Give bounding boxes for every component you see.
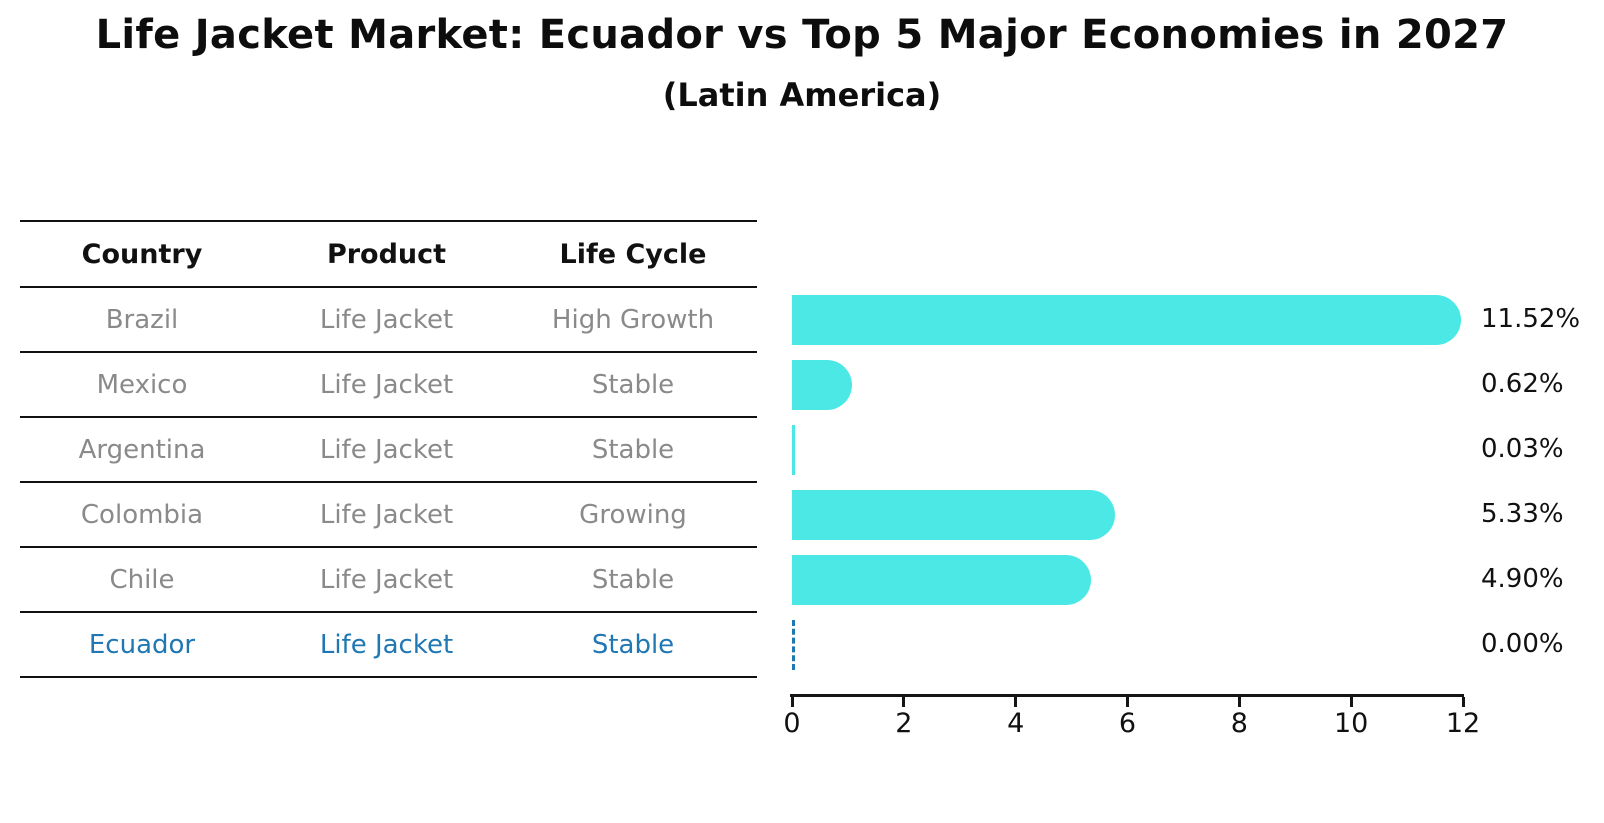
x-axis-tick-label: 8 [1230, 708, 1248, 739]
bar-row [792, 548, 1492, 613]
bar-argentina [792, 425, 795, 475]
bar-mexico [792, 360, 852, 410]
bar-chile [792, 555, 1091, 605]
x-axis-tick-label: 0 [783, 708, 801, 739]
cell-country: Argentina [78, 434, 206, 465]
x-axis-tick [902, 697, 906, 707]
cell-life-cycle: Stable [591, 434, 675, 465]
cell-country: Brazil [105, 304, 179, 335]
cell-life-cycle: Stable [591, 629, 675, 660]
cell-product: Life Jacket [319, 629, 454, 660]
value-label-mexico: 0.62% [1481, 369, 1564, 399]
x-axis-tick-label: 2 [895, 708, 913, 739]
header-life-cycle: Life Cycle [559, 238, 707, 270]
table-row-colombia: Colombia Life Jacket Growing [20, 483, 757, 548]
cell-product: Life Jacket [319, 304, 454, 335]
chart-title: Life Jacket Market: Ecuador vs Top 5 Maj… [95, 12, 1509, 58]
chart-subtitle: (Latin America) [662, 76, 942, 114]
bar-chart-plot-area [792, 288, 1492, 678]
bar-brazil [792, 295, 1462, 345]
table-row-ecuador: Ecuador Life Jacket Stable [20, 613, 757, 678]
x-axis-tick [1014, 697, 1018, 707]
x-axis: 0 2 4 6 8 10 12 [783, 694, 1480, 744]
x-axis-tick [1126, 697, 1129, 707]
bar-colombia [792, 490, 1116, 540]
cell-product: Life Jacket [319, 564, 454, 595]
value-label-colombia: 5.33% [1481, 499, 1564, 529]
cell-life-cycle: Growing [579, 499, 687, 530]
header-country: Country [81, 238, 203, 270]
bar-row [792, 613, 1492, 678]
value-label-chile: 4.90% [1481, 564, 1564, 594]
x-axis-tick-label: 10 [1333, 708, 1369, 739]
country-table: Country Product Life Cycle Brazil Life J… [20, 220, 757, 678]
cell-country: Ecuador [88, 629, 196, 660]
cell-country: Chile [109, 564, 175, 595]
cell-life-cycle: Stable [591, 369, 675, 400]
x-axis-tick-label: 12 [1445, 708, 1481, 739]
table-row-argentina: Argentina Life Jacket Stable [20, 418, 757, 483]
cell-life-cycle: Stable [591, 564, 675, 595]
cell-product: Life Jacket [319, 434, 454, 465]
x-axis-tick-label: 4 [1007, 708, 1025, 739]
bar-ecuador-zero-marker [792, 620, 795, 670]
cell-country: Mexico [96, 369, 188, 400]
x-axis-tick-label: 6 [1118, 708, 1137, 739]
x-axis-tick [1461, 697, 1465, 707]
cell-product: Life Jacket [319, 369, 454, 400]
x-axis-line [790, 694, 1464, 697]
x-axis-tick [1349, 697, 1353, 707]
x-axis-tick [790, 697, 794, 707]
table-row-mexico: Mexico Life Jacket Stable [20, 353, 757, 418]
table-row-chile: Chile Life Jacket Stable [20, 548, 757, 613]
bar-row [792, 353, 1492, 418]
table-row-brazil: Brazil Life Jacket High Growth [20, 288, 757, 353]
value-label-argentina: 0.03% [1481, 434, 1564, 464]
bar-row [792, 288, 1492, 353]
value-label-brazil: 11.52% [1481, 304, 1581, 334]
table-header-row: Country Product Life Cycle [20, 220, 757, 288]
cell-product: Life Jacket [319, 499, 454, 530]
value-label-ecuador: 0.00% [1481, 629, 1564, 659]
cell-life-cycle: High Growth [551, 304, 715, 335]
header-product: Product [326, 238, 447, 270]
bar-row [792, 483, 1492, 548]
bar-row [792, 418, 1492, 483]
x-axis-tick [1237, 697, 1241, 707]
cell-country: Colombia [80, 499, 204, 530]
